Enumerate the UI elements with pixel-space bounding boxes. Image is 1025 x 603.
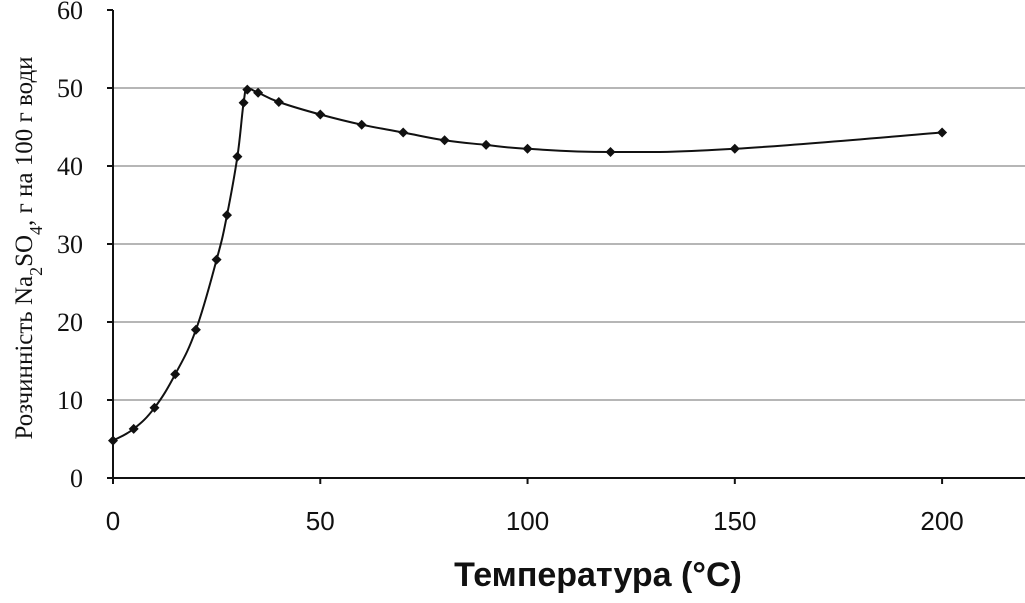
tick-labels: 0 10 20 30 40 50 60 0 50 100 150 200 <box>57 0 964 536</box>
y-axis-label-sub1: 2 <box>26 267 46 276</box>
y-axis-label-prefix: Розчинність Na <box>11 276 38 440</box>
y-tick-label-60: 60 <box>57 0 83 25</box>
x-tick-label-150: 150 <box>713 506 756 536</box>
y-tick-label-10: 10 <box>57 386 83 415</box>
x-tick-label-100: 100 <box>506 506 549 536</box>
x-tick-label-200: 200 <box>920 506 963 536</box>
data-point-16 <box>481 139 492 150</box>
data-point-5 <box>211 254 222 265</box>
y-axis-label-mid: SO <box>11 235 38 267</box>
x-tick-label-50: 50 <box>306 506 335 536</box>
data-point-3 <box>170 369 181 380</box>
data-point-12 <box>315 109 326 120</box>
y-tick-label-30: 30 <box>57 230 83 259</box>
data-point-19 <box>729 143 740 154</box>
y-axis-label: Розчинність Na2SO4, г на 100 г води <box>11 56 46 439</box>
data-point-10 <box>253 87 264 98</box>
series <box>108 84 948 446</box>
grid-lines <box>113 87 1025 401</box>
data-point-7 <box>232 151 243 162</box>
y-tick-label-0: 0 <box>70 464 83 493</box>
data-point-2 <box>149 402 160 413</box>
data-point-14 <box>398 127 409 138</box>
y-axis-label-sub2: 4 <box>26 226 46 235</box>
data-point-4 <box>190 324 201 335</box>
data-point-9 <box>242 84 253 95</box>
y-axis-label-suffix: , г на 100 г води <box>11 56 38 226</box>
y-tick-label-20: 20 <box>57 308 83 337</box>
data-point-18 <box>605 147 616 157</box>
data-point-11 <box>273 97 284 107</box>
x-axis-label: Температура (°С) <box>454 556 742 594</box>
data-point-17 <box>522 143 533 154</box>
axes <box>107 9 1025 484</box>
data-point-6 <box>222 210 232 221</box>
data-point-1 <box>128 423 139 434</box>
series-line-0 <box>112 87 943 442</box>
data-point-20 <box>937 127 948 138</box>
y-tick-label-50: 50 <box>57 74 83 103</box>
y-tick-label-40: 40 <box>57 152 83 181</box>
data-point-13 <box>356 119 367 130</box>
data-point-8 <box>238 97 249 108</box>
x-tick-label-0: 0 <box>106 506 120 536</box>
data-point-15 <box>439 135 450 146</box>
data-point-0 <box>108 435 118 446</box>
